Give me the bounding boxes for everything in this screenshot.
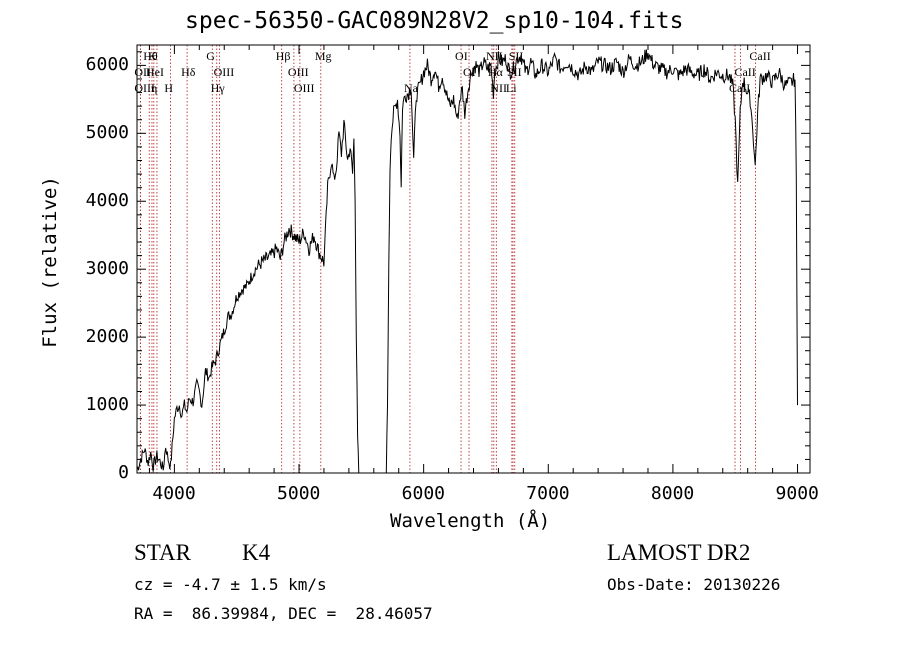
line-marker-label: OIII xyxy=(293,81,315,95)
x-axis-label: Wavelength (Å) xyxy=(390,510,551,532)
x-tick-label: 5000 xyxy=(277,483,321,504)
line-marker-label: NII xyxy=(490,81,507,95)
x-tick-label: 9000 xyxy=(775,483,819,504)
y-tick-label: 2000 xyxy=(85,326,129,348)
line-marker-label: Hδ xyxy=(181,65,196,79)
line-marker-label: Hβ xyxy=(275,49,291,63)
series xyxy=(136,49,798,474)
axes xyxy=(136,44,811,474)
line-marker-label: OI xyxy=(463,65,476,79)
line-marker-label: Hθ xyxy=(143,49,158,63)
redshift-value: cz = -4.7 ± 1.5 km/s xyxy=(134,575,327,594)
line-marker-label: OIII xyxy=(287,65,309,79)
coordinates: RA = 86.39984, DEC = 28.46057 xyxy=(134,604,433,623)
line-marker-label: CaII xyxy=(734,65,756,79)
line-marker-label: CaII xyxy=(728,81,751,95)
line-marker-label: Mg xyxy=(314,49,332,63)
line-marker-label: HeI xyxy=(145,65,164,79)
spectrum-line xyxy=(136,49,798,474)
line-marker-label: OI xyxy=(455,49,468,63)
line-marker-label: K xyxy=(147,49,157,63)
x-tick-label: 6000 xyxy=(401,483,445,504)
object-subclass: K4 xyxy=(242,540,271,565)
line-marker-label: Hα xyxy=(487,65,503,79)
survey-name: LAMOST DR2 xyxy=(607,540,751,565)
line-marker-label: OIII xyxy=(134,81,156,95)
line-marker-label: G xyxy=(206,49,215,63)
y-tick-label: 1000 xyxy=(85,394,129,416)
y-tick-label: 0 xyxy=(118,462,129,483)
line-marker-label: SII xyxy=(508,49,524,63)
line-marker-label: H xyxy=(164,81,174,95)
line-markers xyxy=(139,45,756,473)
y-tick-label: 6000 xyxy=(85,54,129,76)
x-tick-label: 4000 xyxy=(152,483,196,504)
line-marker-label: OII xyxy=(134,65,152,79)
line-marker-label: SII xyxy=(507,65,522,79)
line-marker-label: CaII xyxy=(749,49,771,63)
object-class: STAR xyxy=(134,540,191,565)
line-marker-label: OIII xyxy=(213,65,235,79)
x-tick-label: 7000 xyxy=(526,483,570,504)
chart-title: spec-56350-GAC089N28V2_sp10-104.fits xyxy=(185,8,684,34)
line-marker-label: η xyxy=(150,81,158,95)
y-axis-label: Flux (relative) xyxy=(39,176,61,348)
x-tick-label: 8000 xyxy=(650,483,695,504)
y-tick-label: 5000 xyxy=(85,122,129,144)
line-marker-label: NII xyxy=(485,49,503,63)
line-marker-label: Na xyxy=(403,81,418,95)
observation-date: Obs-Date: 20130226 xyxy=(607,575,781,594)
line-marker-label: Li xyxy=(505,81,517,95)
y-tick-label: 4000 xyxy=(85,190,129,212)
plot-frame xyxy=(136,44,811,474)
line-marker-label: Hγ xyxy=(210,81,225,95)
y-tick-label: 3000 xyxy=(85,258,129,280)
